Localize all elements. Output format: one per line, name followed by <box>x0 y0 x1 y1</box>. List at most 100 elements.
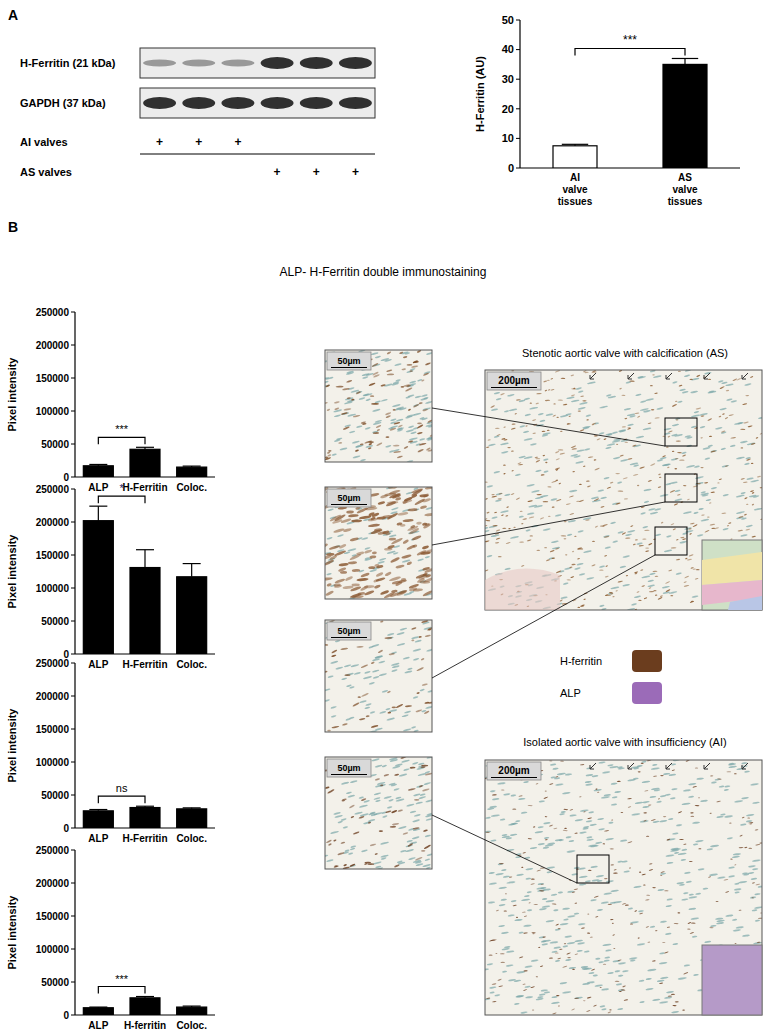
nucleus <box>413 696 419 699</box>
nucleus <box>354 811 363 815</box>
nucleus <box>695 476 704 480</box>
stain <box>560 431 562 432</box>
error-cap <box>89 1006 107 1007</box>
stain <box>326 839 332 843</box>
stain <box>661 522 664 524</box>
nucleus <box>585 783 593 786</box>
nucleus <box>750 783 759 786</box>
nucleus <box>326 859 334 863</box>
nucleus <box>664 996 672 999</box>
nucleus <box>669 774 676 777</box>
category-line: valve <box>562 184 587 195</box>
stain <box>356 391 361 395</box>
stain <box>422 408 428 411</box>
nucleus <box>403 728 412 732</box>
nucleus <box>574 912 580 915</box>
stain <box>368 443 372 446</box>
nucleus <box>652 764 657 767</box>
error-bar <box>183 1006 201 1008</box>
nucleus <box>622 555 630 558</box>
stain <box>406 544 415 550</box>
stain <box>424 523 429 527</box>
nucleus <box>683 789 691 792</box>
nucleus <box>502 970 507 972</box>
stain <box>606 595 611 597</box>
nucleus <box>371 758 380 762</box>
nucleus <box>379 673 387 677</box>
stain <box>406 561 412 566</box>
nucleus <box>372 408 381 412</box>
zoom-connector <box>432 502 665 545</box>
nucleus <box>349 430 355 433</box>
nucleus <box>692 821 700 824</box>
nucleus <box>395 379 401 382</box>
stain <box>572 551 574 553</box>
nucleus <box>755 919 760 921</box>
stain <box>619 388 622 390</box>
nucleus <box>733 853 741 856</box>
bar <box>83 466 113 477</box>
axis-title: H-Ferritin (AU) <box>474 56 486 132</box>
scale-label: 50µm <box>337 493 360 503</box>
stain <box>626 575 629 577</box>
nucleus <box>606 880 614 883</box>
stain <box>370 843 377 846</box>
nucleus <box>544 837 550 840</box>
stain <box>725 417 729 420</box>
nucleus <box>722 528 728 531</box>
nucleus <box>413 828 421 832</box>
nucleus <box>561 811 566 813</box>
nucleus <box>700 491 706 494</box>
nucleus <box>491 408 498 411</box>
nucleus <box>582 983 590 986</box>
stain <box>569 495 574 498</box>
stain <box>736 378 741 381</box>
nucleus <box>528 504 537 508</box>
stain <box>570 445 576 448</box>
nucleus <box>425 818 432 821</box>
nucleus <box>741 517 747 520</box>
stain <box>571 394 575 396</box>
nucleus <box>562 945 568 948</box>
stain <box>566 503 571 505</box>
nucleus <box>408 425 414 428</box>
stain <box>527 500 533 502</box>
stain <box>543 380 547 382</box>
stain <box>738 515 744 518</box>
nucleus <box>524 438 533 442</box>
scale-box <box>327 352 371 370</box>
arrow <box>628 373 634 379</box>
stain <box>416 667 424 672</box>
nucleus <box>325 699 330 702</box>
error-bar <box>136 997 154 998</box>
tick-label: 150000 <box>36 911 70 922</box>
nucleus <box>634 595 641 598</box>
nucleus <box>701 518 710 522</box>
nucleus <box>741 492 746 495</box>
stain <box>615 473 620 474</box>
stain <box>419 636 422 638</box>
nucleus <box>524 985 530 988</box>
nucleus <box>377 781 386 785</box>
stain <box>423 372 429 376</box>
nucleus <box>488 443 496 446</box>
nucleus <box>531 490 540 494</box>
nucleus <box>494 392 501 395</box>
stain <box>684 585 690 587</box>
stain <box>668 569 672 571</box>
nucleus <box>730 400 737 403</box>
stain <box>690 601 694 604</box>
nucleus <box>365 703 372 706</box>
stain <box>665 581 670 584</box>
nucleus <box>692 935 698 938</box>
bar-chart: 050000100000150000200000250000ALPH-Ferri… <box>6 658 215 845</box>
stain <box>651 409 655 410</box>
nucleus <box>375 799 381 802</box>
stain <box>520 511 523 513</box>
stain <box>511 450 514 452</box>
nucleus <box>583 517 592 521</box>
nucleus <box>393 788 399 791</box>
stain <box>497 498 502 500</box>
nucleus <box>491 516 498 519</box>
significance-bracket <box>98 496 145 503</box>
